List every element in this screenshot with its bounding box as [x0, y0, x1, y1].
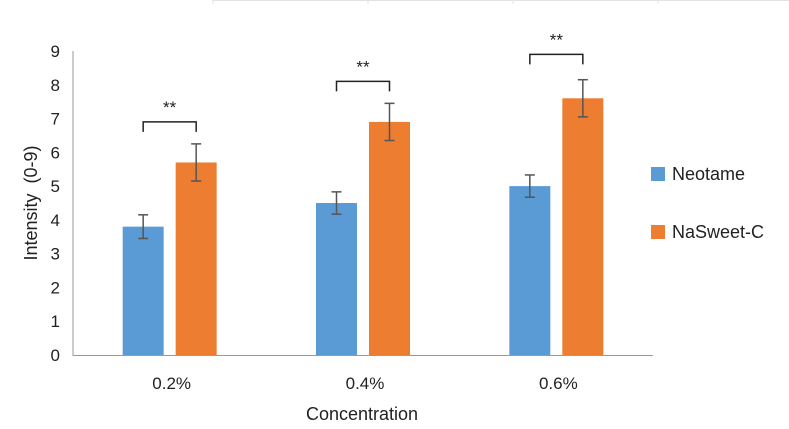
top-frame [212, 0, 789, 4]
bar-nasweet-c-2 [562, 98, 604, 356]
y-tick-label: 0 [51, 346, 60, 365]
y-tick-label: 8 [51, 76, 60, 95]
legend-label: NaSweet-C [672, 222, 764, 242]
bar-neotame-2 [509, 186, 551, 355]
legend: Neotame NaSweet-C [651, 164, 764, 242]
significance-label: ** [163, 98, 177, 117]
significance-bracket: ** [335, 57, 391, 92]
bar-neotame-0 [122, 226, 164, 355]
x-tick-labels: 0.2% 0.4% 0.6% [152, 374, 577, 393]
error-bar [191, 143, 202, 182]
y-tick-label: 9 [51, 42, 60, 61]
legend-item: NaSweet-C [651, 222, 764, 242]
bar-neotame-1 [316, 203, 357, 355]
legend-swatch [651, 167, 665, 181]
legend-item: Neotame [651, 164, 745, 184]
x-tick-label: 0.6% [539, 374, 578, 393]
y-tick-label: 1 [51, 312, 60, 331]
x-tick-label: 0.4% [346, 374, 385, 393]
y-tick-label: 4 [51, 211, 60, 230]
error-bar [384, 102, 395, 142]
y-tick-label: 6 [51, 143, 60, 162]
x-axis-title: Concentration [306, 404, 418, 424]
bar-nasweet-c-1 [369, 121, 410, 355]
error-bar [524, 174, 535, 199]
y-axis-title: Intensity (0-9) [21, 145, 41, 260]
significance-label: ** [356, 57, 370, 76]
y-tick-label: 2 [51, 278, 60, 297]
y-tick-labels: 0 1 2 3 4 5 6 7 8 9 [51, 42, 60, 365]
error-bars [138, 78, 588, 240]
significance-bracket: ** [529, 30, 584, 65]
y-tick-label: 5 [51, 177, 60, 196]
significance-label: ** [550, 30, 564, 49]
bars [122, 98, 604, 356]
error-bar [577, 78, 588, 118]
error-bar [138, 214, 149, 240]
legend-label: Neotame [672, 164, 745, 184]
bar-nasweet-c-0 [175, 162, 217, 355]
legend-swatch [651, 225, 665, 239]
significance-markers: ** ** ** [142, 30, 584, 132]
y-tick-label: 3 [51, 245, 60, 264]
y-tick-label: 7 [51, 110, 60, 129]
error-bar [331, 191, 342, 215]
significance-bracket: ** [142, 98, 197, 132]
x-tick-label: 0.2% [152, 374, 191, 393]
